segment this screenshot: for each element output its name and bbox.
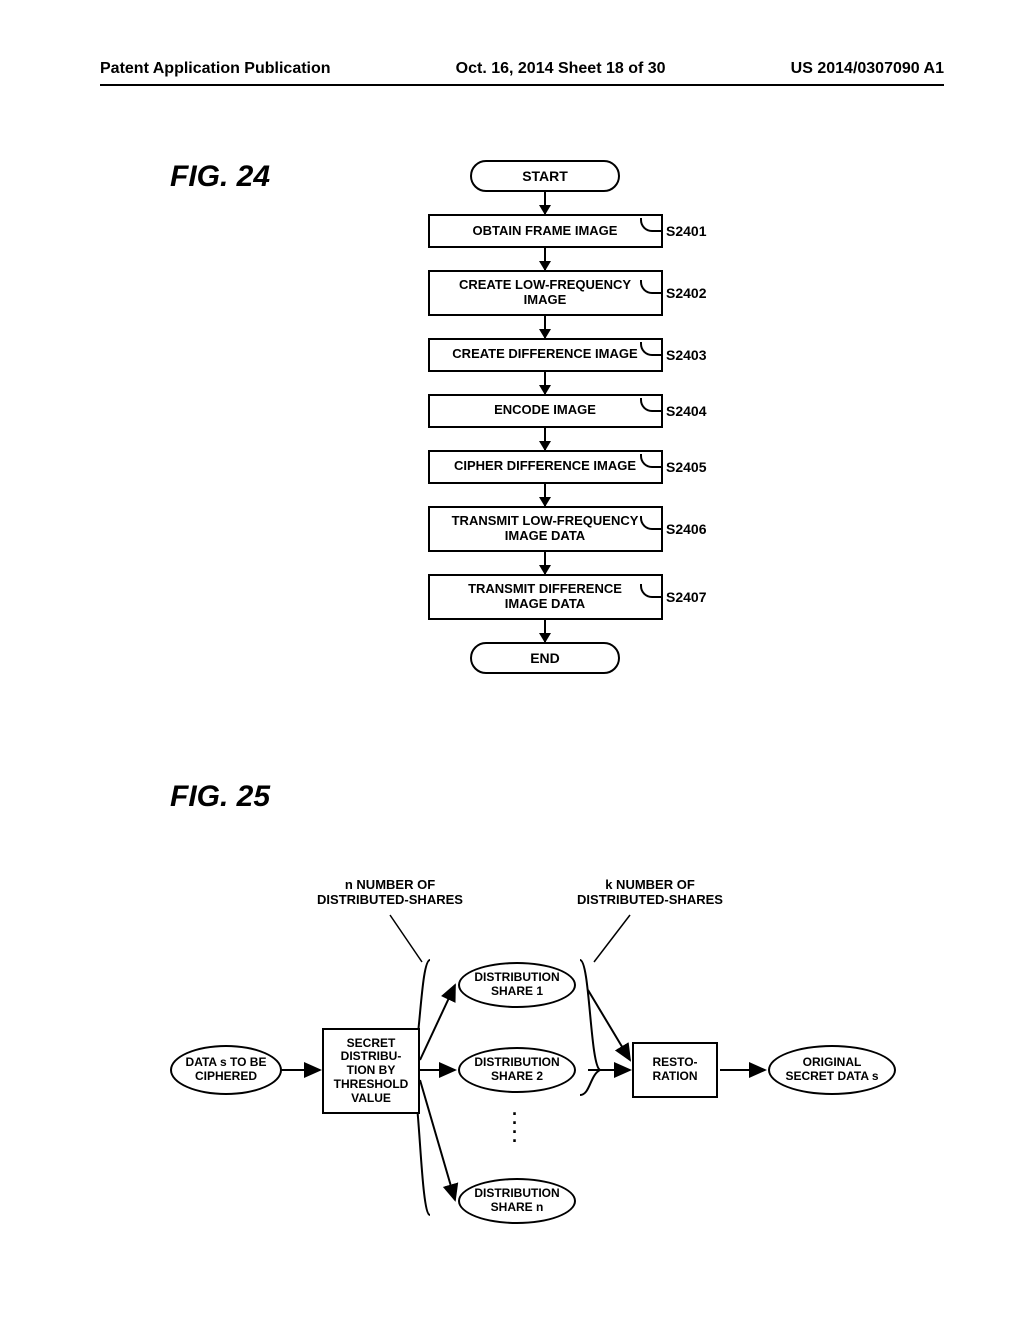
node-share-1: DISTRIBUTIONSHARE 1 xyxy=(458,962,576,1008)
arrow-icon xyxy=(544,192,546,214)
node-original-data: ORIGINALSECRET DATA s xyxy=(768,1045,896,1095)
process-step: CREATE DIFFERENCE IMAGE xyxy=(428,338,663,372)
leader-icon xyxy=(640,454,662,468)
arrow-icon xyxy=(544,552,546,574)
step-row: OBTAIN FRAME IMAGE S2401 xyxy=(380,214,710,248)
process-step: CIPHER DIFFERENCE IMAGE xyxy=(428,450,663,484)
fig24-flowchart: START OBTAIN FRAME IMAGE S2401 CREATE LO… xyxy=(380,160,710,674)
leader-icon xyxy=(640,584,662,598)
step-tag: S2403 xyxy=(640,347,706,363)
step-tag: S2401 xyxy=(640,223,706,239)
process-step: CREATE LOW-FREQUENCYIMAGE xyxy=(428,270,663,316)
fig24-label: FIG. 24 xyxy=(170,160,270,194)
header-left: Patent Application Publication xyxy=(100,60,331,78)
arrow-icon xyxy=(544,372,546,394)
terminal-start: START xyxy=(470,160,620,192)
step-row: ENCODE IMAGE S2404 xyxy=(380,394,710,428)
fig25-label: FIG. 25 xyxy=(170,780,270,814)
step-tag: S2404 xyxy=(640,403,706,419)
step-tag: S2406 xyxy=(640,521,706,537)
process-step: TRANSMIT LOW-FREQUENCYIMAGE DATA xyxy=(428,506,663,552)
arrow-icon xyxy=(544,428,546,450)
caption-n-shares: n NUMBER OFDISTRIBUTED-SHARES xyxy=(300,878,480,908)
leader-icon xyxy=(640,218,662,232)
leader-icon xyxy=(640,516,662,530)
step-row: CIPHER DIFFERENCE IMAGE S2405 xyxy=(380,450,710,484)
arrow-icon xyxy=(544,316,546,338)
process-step: ENCODE IMAGE xyxy=(428,394,663,428)
arrow-icon xyxy=(544,248,546,270)
leader-icon xyxy=(640,342,662,356)
node-restoration: RESTO-RATION xyxy=(632,1042,718,1098)
header-center: Oct. 16, 2014 Sheet 18 of 30 xyxy=(456,60,666,78)
step-tag: S2402 xyxy=(640,285,706,301)
step-tag: S2407 xyxy=(640,589,706,605)
step-row: TRANSMIT LOW-FREQUENCYIMAGE DATA S2406 xyxy=(380,506,710,552)
vertical-ellipsis-icon: ···· xyxy=(512,1110,518,1146)
process-step: OBTAIN FRAME IMAGE xyxy=(428,214,663,248)
page: Patent Application Publication Oct. 16, … xyxy=(0,0,1024,1320)
node-secret-distribution: SECRETDISTRIBU-TION BYTHRESHOLDVALUE xyxy=(322,1028,420,1114)
leader-icon xyxy=(640,398,662,412)
node-share-n: DISTRIBUTIONSHARE n xyxy=(458,1178,576,1224)
step-row: CREATE LOW-FREQUENCYIMAGE S2402 xyxy=(380,270,710,316)
process-step: TRANSMIT DIFFERENCEIMAGE DATA xyxy=(428,574,663,620)
header-right: US 2014/0307090 A1 xyxy=(791,60,944,78)
node-share-2: DISTRIBUTIONSHARE 2 xyxy=(458,1047,576,1093)
step-tag: S2405 xyxy=(640,459,706,475)
node-data-input: DATA s TO BECIPHERED xyxy=(170,1045,282,1095)
fig25-diagram: n NUMBER OFDISTRIBUTED-SHARES k NUMBER O… xyxy=(170,870,900,1250)
caption-k-shares: k NUMBER OFDISTRIBUTED-SHARES xyxy=(560,878,740,908)
arrow-icon xyxy=(544,620,546,642)
leader-icon xyxy=(640,280,662,294)
step-row: CREATE DIFFERENCE IMAGE S2403 xyxy=(380,338,710,372)
page-header: Patent Application Publication Oct. 16, … xyxy=(100,60,944,86)
terminal-end: END xyxy=(470,642,620,674)
step-row: TRANSMIT DIFFERENCEIMAGE DATA S2407 xyxy=(380,574,710,620)
arrow-icon xyxy=(544,484,546,506)
